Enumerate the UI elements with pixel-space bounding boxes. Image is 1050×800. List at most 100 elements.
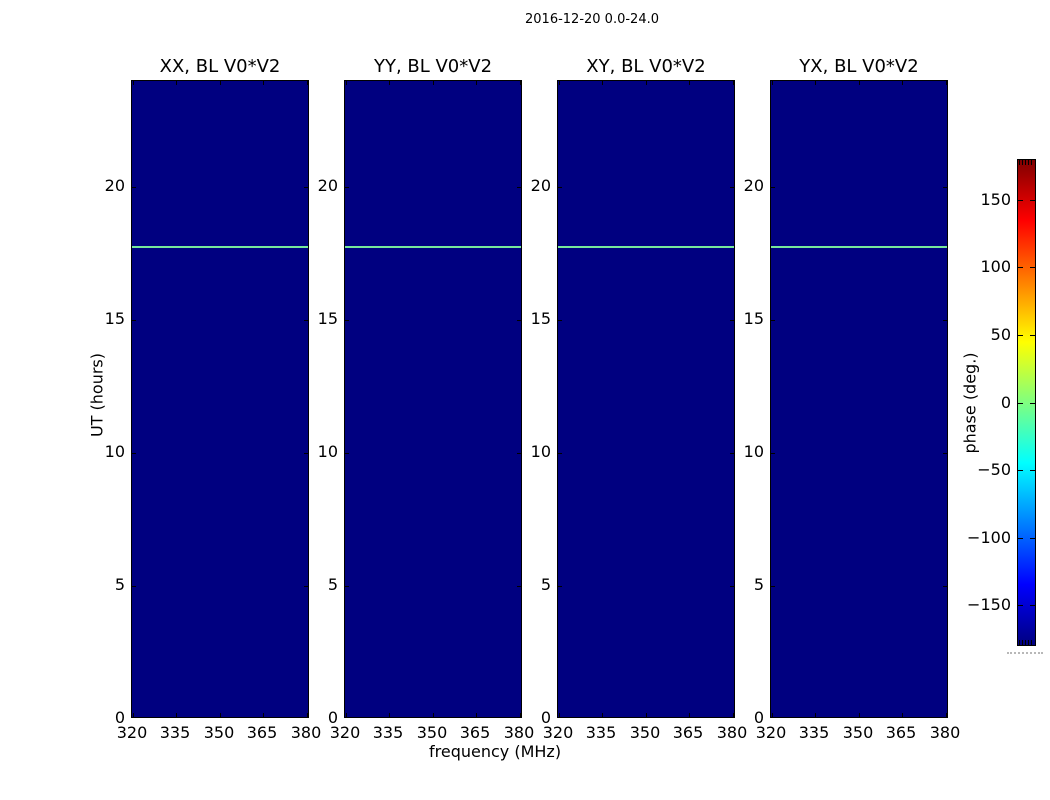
y-tick-mark — [304, 453, 308, 454]
x-tick-label: 380 — [929, 723, 961, 742]
y-tick-mark — [943, 320, 947, 321]
y-tick-mark — [558, 586, 562, 587]
x-tick-label: 335 — [585, 723, 617, 742]
y-tick-label: 15 — [104, 309, 125, 328]
x-tick-mark — [902, 713, 903, 717]
x-tick-label: 335 — [372, 723, 404, 742]
y-tick-mark — [771, 320, 775, 321]
x-tick-mark — [389, 713, 390, 717]
x-tick-mark — [602, 81, 603, 85]
x-tick-mark — [733, 713, 734, 717]
y-tick-label: 0 — [327, 708, 338, 727]
x-axis-label: frequency (MHz) — [429, 742, 562, 761]
colorbar-tick-label: 50 — [990, 325, 1011, 344]
colorbar-tick-mark — [1018, 335, 1023, 336]
x-tick-label: 365 — [246, 723, 278, 742]
colorbar-bottom-hatch — [1019, 640, 1034, 645]
x-tick-mark — [389, 81, 390, 85]
heatmap-panel-xx — [131, 80, 309, 718]
colorbar-tick-mark — [1018, 470, 1023, 471]
y-tick-mark — [771, 586, 775, 587]
x-tick-label: 365 — [672, 723, 704, 742]
y-tick-label: 5 — [540, 575, 551, 594]
colorbar-tick-mark — [1030, 470, 1035, 471]
y-tick-mark — [771, 453, 775, 454]
x-tick-mark — [559, 81, 560, 85]
y-tick-mark — [345, 320, 349, 321]
y-tick-mark — [517, 586, 521, 587]
x-tick-mark — [689, 81, 690, 85]
x-tick-mark — [346, 713, 347, 717]
x-tick-mark — [263, 713, 264, 717]
x-tick-mark — [307, 81, 308, 85]
x-tick-label: 320 — [542, 723, 574, 742]
y-tick-mark — [771, 187, 775, 188]
x-tick-mark — [815, 713, 816, 717]
panel-title-xx: XX, BL V0*V2 — [159, 56, 281, 77]
x-tick-mark — [772, 81, 773, 85]
x-tick-mark — [176, 713, 177, 717]
y-tick-mark — [730, 187, 734, 188]
colorbar-tick-mark — [1030, 538, 1035, 539]
y-tick-label: 0 — [753, 708, 764, 727]
y-tick-mark — [345, 187, 349, 188]
x-tick-mark — [263, 81, 264, 85]
panel-title-xy: XY, BL V0*V2 — [586, 56, 706, 77]
heatmap-panel-xy — [557, 80, 735, 718]
colorbar-tick-mark — [1018, 403, 1023, 404]
x-tick-label: 365 — [885, 723, 917, 742]
y-tick-mark — [304, 320, 308, 321]
x-tick-label: 350 — [629, 723, 661, 742]
x-tick-label: 380 — [503, 723, 535, 742]
y-axis-label: UT (hours) — [87, 352, 107, 438]
y-tick-label: 5 — [753, 575, 764, 594]
y-tick-mark — [943, 586, 947, 587]
panel-title-yx: YX, BL V0*V2 — [799, 56, 919, 77]
x-tick-label: 350 — [842, 723, 874, 742]
x-tick-label: 320 — [116, 723, 148, 742]
x-tick-mark — [176, 81, 177, 85]
y-tick-mark — [558, 320, 562, 321]
y-tick-label: 20 — [743, 176, 764, 195]
heatmap-panel-yx — [770, 80, 948, 718]
y-tick-mark — [730, 320, 734, 321]
x-tick-label: 380 — [290, 723, 322, 742]
colorbar-tick-label: −100 — [967, 528, 1011, 547]
x-tick-label: 320 — [755, 723, 787, 742]
phase-stripe — [558, 246, 734, 248]
figure-title: 2016-12-20 0.0-24.0 — [525, 12, 659, 27]
y-tick-mark — [517, 187, 521, 188]
y-tick-label: 0 — [540, 708, 551, 727]
x-tick-mark — [133, 81, 134, 85]
x-tick-mark — [902, 81, 903, 85]
x-tick-label: 350 — [203, 723, 235, 742]
x-tick-mark — [946, 713, 947, 717]
x-tick-mark — [646, 81, 647, 85]
x-tick-mark — [520, 81, 521, 85]
y-tick-label: 10 — [743, 442, 764, 461]
x-tick-mark — [602, 713, 603, 717]
y-tick-label: 10 — [104, 442, 125, 461]
x-tick-label: 335 — [159, 723, 191, 742]
y-tick-mark — [730, 453, 734, 454]
y-tick-label: 10 — [530, 442, 551, 461]
y-tick-mark — [132, 453, 136, 454]
heatmap-panel-yy — [344, 80, 522, 718]
x-tick-mark — [346, 81, 347, 85]
y-tick-label: 15 — [317, 309, 338, 328]
x-tick-label: 380 — [716, 723, 748, 742]
x-tick-mark — [733, 81, 734, 85]
y-tick-mark — [132, 187, 136, 188]
x-tick-mark — [307, 713, 308, 717]
phase-stripe — [132, 246, 308, 248]
colorbar-tick-mark — [1030, 335, 1035, 336]
colorbar-tick-mark — [1018, 605, 1023, 606]
x-tick-mark — [946, 81, 947, 85]
x-tick-label: 335 — [798, 723, 830, 742]
y-tick-mark — [345, 586, 349, 587]
y-tick-mark — [517, 320, 521, 321]
x-tick-mark — [476, 81, 477, 85]
x-tick-mark — [520, 713, 521, 717]
y-tick-label: 0 — [114, 708, 125, 727]
